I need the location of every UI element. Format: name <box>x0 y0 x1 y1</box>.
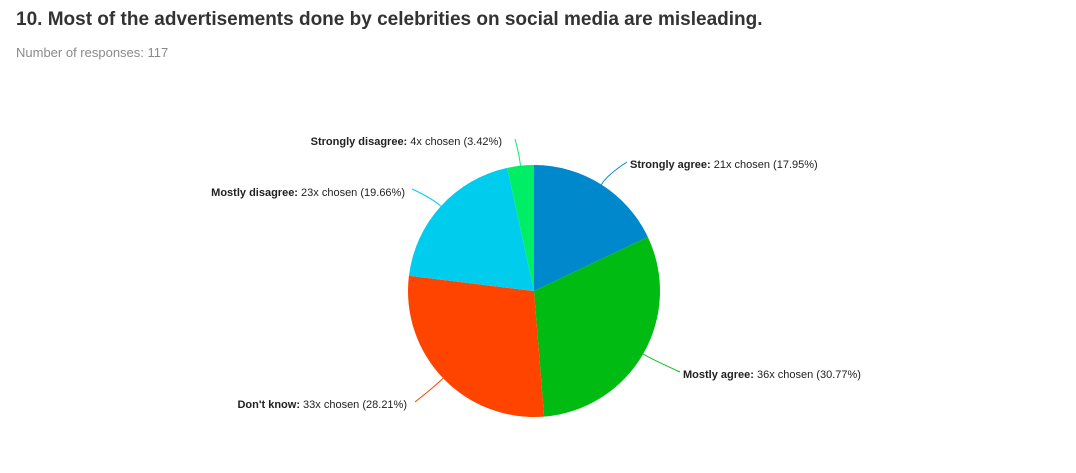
leader-line-don-t-know <box>414 377 444 403</box>
data-label-value: 23x chosen (19.66%) <box>298 187 405 199</box>
data-label-mostly-agree: Mostly agree: 36x chosen (30.77%) <box>683 369 861 381</box>
data-label-don-t-know: Don't know: 33x chosen (28.21%) <box>237 399 407 411</box>
leader-line-mostly-agree <box>642 353 681 373</box>
data-label-mostly-disagree: Mostly disagree: 23x chosen (19.66%) <box>211 187 405 199</box>
data-label-strongly-agree: Strongly agree: 21x chosen (17.95%) <box>630 159 818 171</box>
pie-slice-don-t-know[interactable] <box>408 275 545 417</box>
data-label-strongly-disagree: Strongly disagree: 4x chosen (3.42%) <box>311 136 502 148</box>
data-label-value: 36x chosen (30.77%) <box>754 369 861 381</box>
pie-labels: Strongly agree: 21x chosen (17.95%) Mostl… <box>211 136 861 411</box>
question-title: 10. Most of the advertisements done by c… <box>16 9 763 30</box>
leader-line-strongly-disagree <box>514 138 521 166</box>
data-label-category: Strongly agree: <box>630 159 711 171</box>
pie-slice-mostly-agree[interactable] <box>534 236 660 417</box>
data-label-value: 33x chosen (28.21%) <box>300 399 407 411</box>
data-label-category: Mostly agree: <box>683 369 754 381</box>
responses-count: Number of responses: 117 <box>16 45 169 60</box>
data-label-category: Strongly disagree: <box>311 136 408 148</box>
pie-slice-mostly-disagree[interactable] <box>408 167 534 291</box>
pie-slice-strongly-agree[interactable] <box>534 165 648 291</box>
leader-line-strongly-agree <box>600 161 628 185</box>
pie-slices <box>408 165 660 417</box>
data-label-value: 21x chosen (17.95%) <box>711 159 818 171</box>
data-label-category: Mostly disagree: <box>211 187 298 199</box>
pie-leader-lines <box>411 138 681 403</box>
leader-line-mostly-disagree <box>411 188 442 207</box>
pie-slice-strongly-disagree[interactable] <box>507 165 534 291</box>
data-label-value: 4x chosen (3.42%) <box>407 136 502 148</box>
data-label-category: Don't know: <box>237 399 300 411</box>
